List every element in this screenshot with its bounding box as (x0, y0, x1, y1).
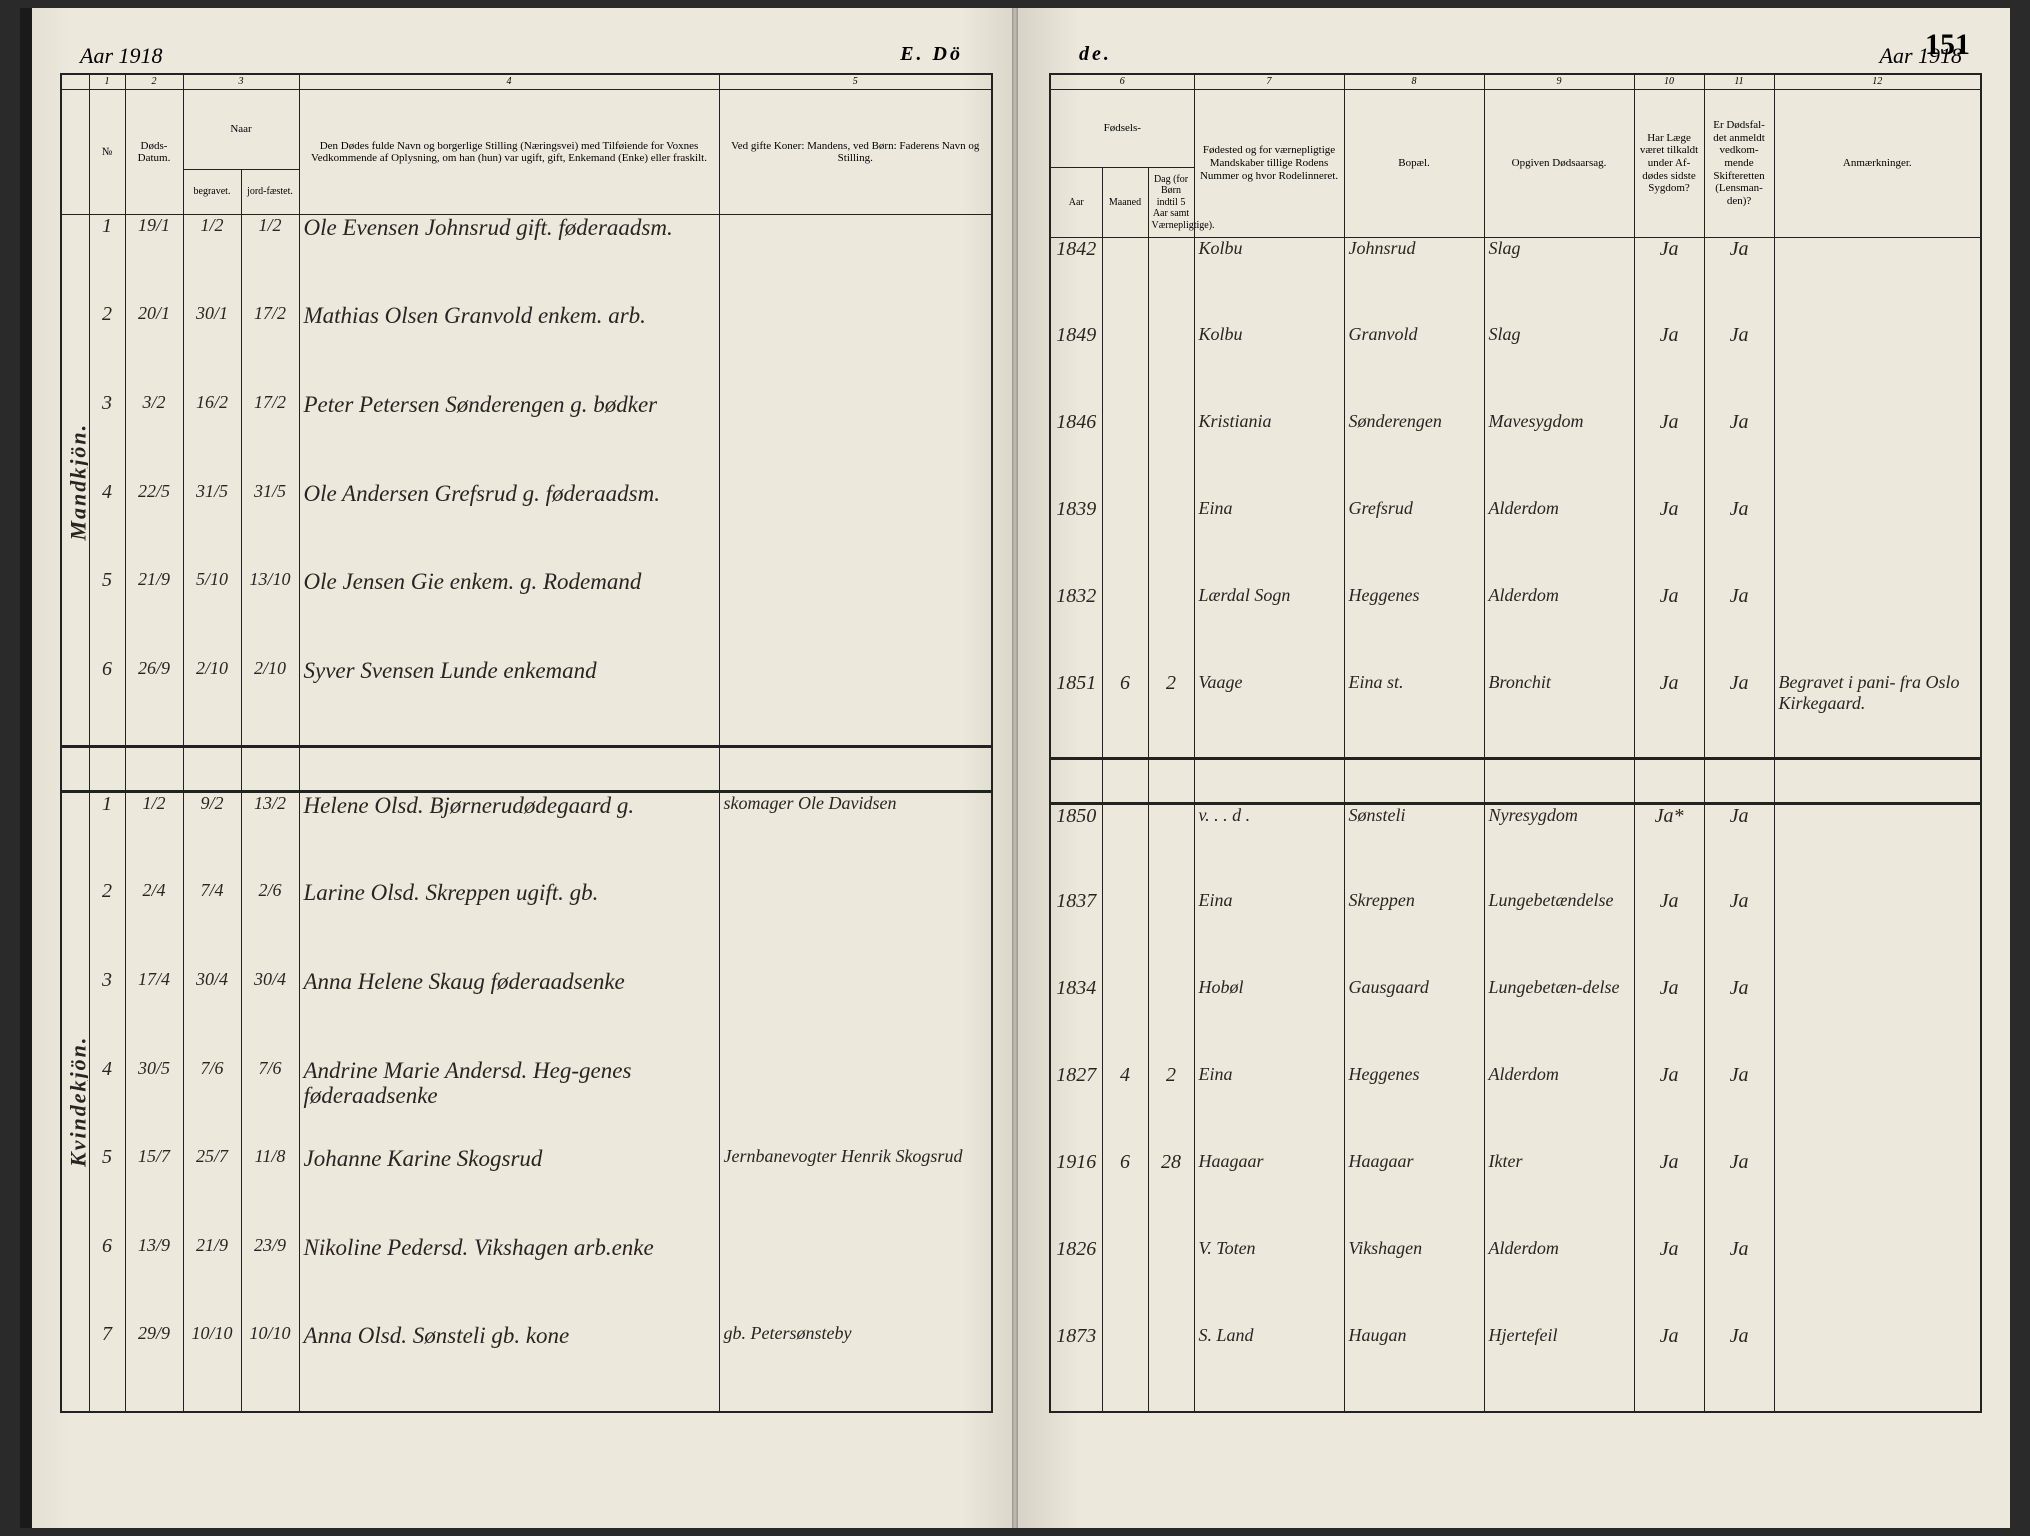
coln-8: 8 (1344, 74, 1484, 90)
book-spread: Aar 1918 E. Dö 1 2 3 4 5 № Døds- (20, 8, 2010, 1528)
male-section-label: Mandkjön. (61, 215, 89, 747)
coln-7: 7 (1194, 74, 1344, 90)
female-section-label: Kvindekjön. (61, 792, 89, 1412)
male-row-r: 1846KristianiaSønderengenMavesygdomJaJa (1050, 411, 1981, 498)
register-table-left: 1 2 3 4 5 № Døds-Datum. Naar Den Dødes f… (60, 73, 993, 1413)
page-number: 151 (1925, 28, 1970, 62)
hdr-dod: Døds-Datum. (125, 90, 183, 215)
coln-3: 3 (183, 74, 299, 90)
hdr-fodsel: Fødsels- (1050, 90, 1194, 168)
left-page: Aar 1918 E. Dö 1 2 3 4 5 № Døds- (20, 8, 1021, 1528)
col-num-row-right: 6 7 8 9 10 11 12 (1050, 74, 1981, 90)
female-row: 515/725/711/8Johanne Karine SkogsrudJern… (61, 1146, 992, 1235)
right-page: 151 de. Aar 1918 6 7 8 9 10 11 12 (1021, 8, 2010, 1528)
hdr-begr: begravet. (183, 169, 241, 214)
male-row: 521/95/1013/10Ole Jensen Gie enkem. g. R… (61, 569, 992, 658)
female-row-r: 1873S. LandHauganHjertefeilJaJa (1050, 1325, 1981, 1412)
col-num-row-left: 1 2 3 4 5 (61, 74, 992, 90)
hdr-dag: Dag (for Børn indtil 5 Aar samt Værnepli… (1148, 168, 1194, 238)
hdr-no: № (89, 90, 125, 215)
hdr-cause: Opgiven Dødsaarsag. (1484, 90, 1634, 238)
coln-10: 10 (1634, 74, 1704, 90)
year-label-left: Aar (80, 43, 113, 68)
coln-1: 1 (89, 74, 125, 90)
hdr-spouse: Ved gifte Koner: Mandens, ved Børn: Fade… (719, 90, 992, 215)
female-row-r: 1916628HaagaarHaagaarIkterJaJa (1050, 1151, 1981, 1238)
female-row-r: 1834HobølGausgaardLungebetæn-delseJaJa (1050, 977, 1981, 1064)
cell-name: Ole Evensen Johnsrud gift. føderaadsm. (299, 215, 719, 304)
male-row: Mandkjön. 1 19/1 1/2 1/2 Ole Evensen Joh… (61, 215, 992, 304)
hdr-maaned: Maaned (1102, 168, 1148, 238)
coln-11: 11 (1704, 74, 1774, 90)
male-row: 626/92/102/10Syver Svensen Lunde enkeman… (61, 658, 992, 747)
male-row: 33/216/217/2Peter Petersen Sønderengen g… (61, 392, 992, 481)
year-label-right: Aar (1880, 43, 1913, 68)
female-row-r: 1850v. . . d .SønsteliNyresygdomJa*Ja (1050, 803, 1981, 890)
hdr-navn: Den Dødes fulde Navn og borgerlige Still… (299, 90, 719, 215)
female-row: 317/430/430/4Anna Helene Skaug føderaads… (61, 969, 992, 1058)
female-row: 729/910/1010/10Anna Olsd. Sønsteli gb. k… (61, 1323, 992, 1412)
cell-n: 1 (89, 215, 125, 304)
female-row: 22/47/42/6Larine Olsd. Skreppen ugift. g… (61, 880, 992, 969)
male-row-r: 1849KolbuGranvoldSlagJaJa (1050, 324, 1981, 411)
cell-j: 1/2 (241, 215, 299, 304)
coln-12: 12 (1774, 74, 1981, 90)
cell-b: 1/2 (183, 215, 241, 304)
male-row: 220/130/117/2Mathias Olsen Granvold enke… (61, 303, 992, 392)
female-row-r: 1826V. TotenVikshagenAlderdomJaJa (1050, 1238, 1981, 1325)
header-row-right-1: Fødsels- Fødested og for værnepligtige M… (1050, 90, 1981, 168)
female-row: Kvindekjön. 11/29/213/2Helene Olsd. Bjør… (61, 792, 992, 881)
coln-5: 5 (719, 74, 992, 90)
coln-2: 2 (125, 74, 183, 90)
male-row: 422/531/531/5Ole Andersen Grefsrud g. fø… (61, 481, 992, 570)
hdr-jord: jord-fæstet. (241, 169, 299, 214)
female-row-r: 1837EinaSkreppenLungebetændelseJaJa (1050, 890, 1981, 977)
section-divider-right (1050, 759, 1981, 804)
register-table-right: 6 7 8 9 10 11 12 Fødsels- Fødested og fo… (1049, 73, 1982, 1413)
female-row: 613/921/923/9Nikoline Pedersd. Vikshagen… (61, 1235, 992, 1324)
hdr-lege: Har Læge været tilkaldt under Af-dødes s… (1634, 90, 1704, 238)
section-title-right: de. (1069, 43, 1122, 69)
male-row-r: 1842KolbuJohnsrudSlagJaJa (1050, 237, 1981, 324)
female-row: 430/57/67/6Andrine Marie Andersd. Heg-ge… (61, 1058, 992, 1147)
male-row-r: 1832Lærdal SognHeggenesAlderdomJaJa (1050, 585, 1981, 672)
coln-4: 4 (299, 74, 719, 90)
hdr-naar: Naar (183, 90, 299, 170)
hdr-fsted: Fødested og for værnepligtige Mandskaber… (1194, 90, 1344, 238)
year-row-left: Aar 1918 E. Dö (60, 43, 993, 69)
female-row-r: 182742EinaHeggenesAlderdomJaJa (1050, 1064, 1981, 1151)
hdr-bopal: Bopæl. (1344, 90, 1484, 238)
section-title-left: E. Dö (900, 43, 973, 69)
book-spine (1012, 8, 1018, 1528)
year-row-right: de. Aar 1918 (1049, 43, 1982, 69)
hdr-skifte: Er Dødsfal-det anmeldt vedkom-mende Skif… (1704, 90, 1774, 238)
male-row-r: 185162VaageEina st.BronchitJaJaBegravet … (1050, 672, 1981, 759)
section-divider-left (61, 746, 992, 791)
cell-spouse (719, 215, 992, 304)
hdr-anm: Anmærkninger. (1774, 90, 1981, 238)
header-row-left-1: № Døds-Datum. Naar Den Dødes fulde Navn … (61, 90, 992, 170)
cell-d: 19/1 (125, 215, 183, 304)
coln-9: 9 (1484, 74, 1634, 90)
year-value-left: 1918 (119, 43, 163, 68)
male-row-r: 1839EinaGrefsrudAlderdomJaJa (1050, 498, 1981, 585)
hdr-aar: Aar (1050, 168, 1102, 238)
coln-6: 6 (1050, 74, 1194, 90)
